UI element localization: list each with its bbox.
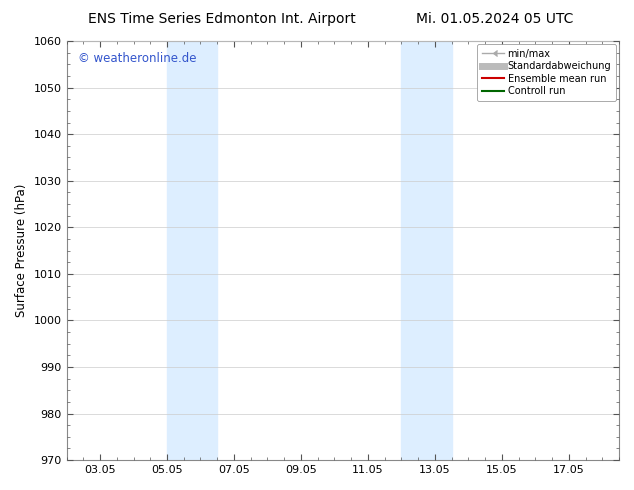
Bar [167,41,217,460]
Text: © weatheronline.de: © weatheronline.de [77,51,196,65]
Y-axis label: Surface Pressure (hPa): Surface Pressure (hPa) [15,184,28,318]
Text: ENS Time Series Edmonton Int. Airport: ENS Time Series Edmonton Int. Airport [88,12,356,26]
Legend: min/max, Standardabweichung, Ensemble mean run, Controll run: min/max, Standardabweichung, Ensemble me… [477,44,616,101]
Bar [401,41,451,460]
Text: Mi. 01.05.2024 05 UTC: Mi. 01.05.2024 05 UTC [416,12,573,26]
